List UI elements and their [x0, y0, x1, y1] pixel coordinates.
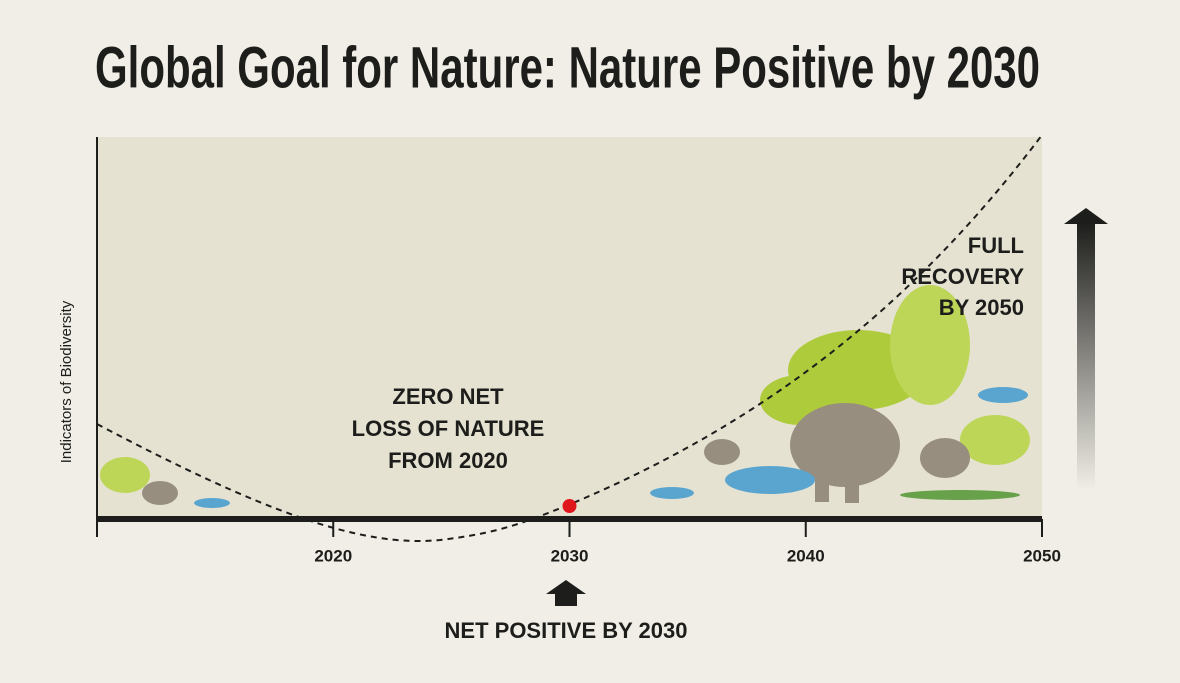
net-positive-point [562, 499, 577, 513]
net-positive-arrow [546, 580, 586, 606]
up-arrow-shaft [1077, 222, 1095, 490]
x-tick-label: 2050 [1023, 546, 1061, 565]
chart-title: Global Goal for Nature: Nature Positive … [95, 35, 1040, 100]
annotation: FULL [968, 233, 1024, 258]
y-axis-label: Indicators of Biodiversity [58, 300, 75, 463]
annotation: BY 2050 [939, 295, 1024, 320]
x-tick-label: 2020 [314, 546, 352, 565]
wildlife-illustration [100, 285, 1030, 508]
annotation: RECOVERY [901, 264, 1024, 289]
annotation: ZERO NET [392, 384, 504, 409]
x-tick-label: 2040 [787, 546, 825, 565]
up-arrow-head [1064, 208, 1108, 224]
annotation: LOSS OF NATURE [352, 416, 545, 441]
annotation: FROM 2020 [388, 448, 508, 473]
x-tick-label: 2030 [551, 546, 589, 565]
annotation: NET POSITIVE BY 2030 [445, 618, 688, 643]
